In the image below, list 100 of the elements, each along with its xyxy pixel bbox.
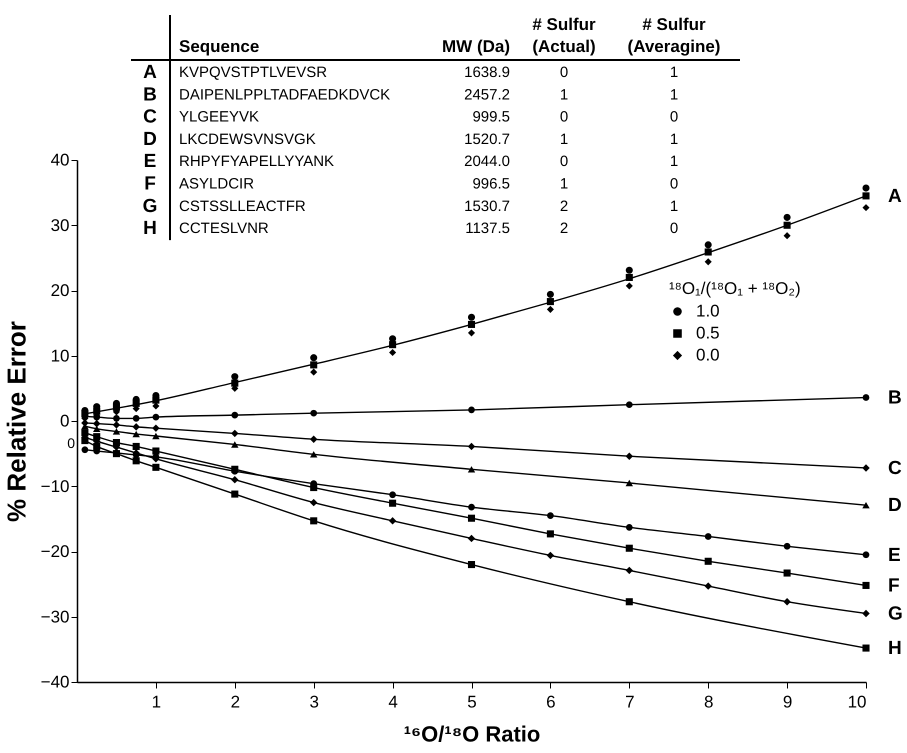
annotation: CSTSSLLEACTFR	[179, 198, 306, 215]
annotation: RHPYFYAPELLYYANK	[179, 153, 334, 170]
series-label: B	[888, 388, 902, 409]
point	[468, 534, 476, 542]
point	[93, 442, 100, 450]
point	[468, 320, 476, 328]
text: LKCDEWSVNSVGK	[179, 130, 316, 148]
x-tick-label: 2	[230, 692, 240, 712]
point	[389, 500, 396, 507]
point	[704, 248, 712, 256]
annotation: 1530.7	[464, 198, 510, 215]
point	[231, 490, 238, 498]
annotation: 2	[560, 198, 568, 215]
text: B	[143, 84, 157, 106]
point	[546, 530, 554, 538]
text: 0	[560, 108, 568, 126]
point	[132, 423, 140, 431]
point	[546, 298, 554, 306]
annotation: H	[143, 218, 157, 240]
text: Sequence	[179, 37, 260, 56]
annotation: 0	[560, 153, 568, 170]
text: D	[143, 128, 157, 150]
text: DAIPENLPPLTADFAEDKDVCK	[179, 86, 390, 104]
point	[132, 400, 140, 407]
point	[132, 457, 140, 464]
point	[704, 582, 712, 590]
legend-title: ¹⁸O₁/(¹⁸O₁ + ¹⁸O₂)	[669, 279, 801, 298]
text: 0	[560, 64, 568, 81]
point	[93, 426, 100, 432]
point	[389, 491, 396, 498]
point	[152, 464, 160, 471]
x-tick-label: 6	[546, 692, 556, 712]
point	[626, 274, 633, 281]
x-tick-label: 8	[704, 692, 714, 712]
point	[784, 232, 791, 240]
annotation: 1	[560, 176, 568, 192]
text: KVPQVSTPTLVEVSR	[179, 64, 328, 81]
point	[862, 184, 870, 192]
annotation: F	[144, 174, 156, 194]
annotation: ASYLDCIR	[179, 176, 254, 192]
point	[231, 476, 239, 484]
text: # Sulfur (Averagine)	[628, 15, 720, 56]
point	[468, 442, 476, 450]
x-axis-title: ¹⁶O/¹⁸O Ratio	[404, 722, 540, 746]
y-tick-label: 10	[50, 346, 70, 366]
x-tick-label: 3	[309, 692, 319, 712]
series-label: H	[888, 638, 902, 660]
point	[862, 204, 870, 212]
y-tick-label: 40	[50, 150, 70, 170]
point	[310, 368, 318, 376]
annotation: 0	[670, 220, 678, 238]
point	[862, 192, 870, 200]
point	[862, 394, 870, 401]
point	[784, 214, 791, 221]
point	[626, 452, 634, 460]
point	[93, 420, 100, 428]
x-tick-label: 1	[152, 692, 162, 712]
point	[310, 354, 318, 362]
point	[310, 436, 318, 443]
point	[626, 544, 633, 552]
y-tick-label: −10	[40, 476, 70, 496]
point	[468, 514, 476, 522]
series-label: G	[888, 603, 903, 624]
point	[626, 480, 634, 486]
annotation: 1137.5	[465, 220, 510, 238]
y-tick-label: 20	[50, 281, 70, 300]
point	[388, 517, 396, 525]
y-tick-label: 30	[50, 216, 70, 235]
text: 1	[670, 130, 678, 148]
point	[626, 401, 633, 408]
point	[231, 373, 238, 380]
annotation: 1	[670, 198, 678, 215]
point	[310, 498, 318, 506]
annotation: 2	[560, 220, 568, 238]
point	[310, 517, 318, 524]
legend-label: 0.0	[696, 346, 720, 364]
point	[862, 582, 870, 589]
x-tick-label: 10	[848, 692, 866, 712]
point	[152, 414, 160, 420]
point	[132, 442, 140, 450]
series-label: A	[888, 186, 902, 207]
point	[704, 533, 712, 540]
point	[152, 424, 160, 432]
point	[389, 348, 396, 356]
point	[310, 410, 318, 417]
point	[547, 512, 554, 519]
point	[626, 598, 633, 606]
y-tick-label: −30	[40, 607, 70, 626]
series-label: F	[888, 575, 900, 596]
y-tick-label: −20	[40, 542, 70, 561]
point	[862, 551, 870, 558]
point	[783, 598, 791, 606]
x-tick-label: 7	[625, 692, 635, 712]
legend-label: 0.5	[696, 324, 720, 342]
annotation: CCTESLVNR	[179, 220, 269, 238]
point	[468, 314, 476, 321]
point	[784, 569, 791, 577]
point	[112, 428, 120, 435]
point	[231, 430, 239, 438]
annotation: 0	[670, 176, 678, 192]
